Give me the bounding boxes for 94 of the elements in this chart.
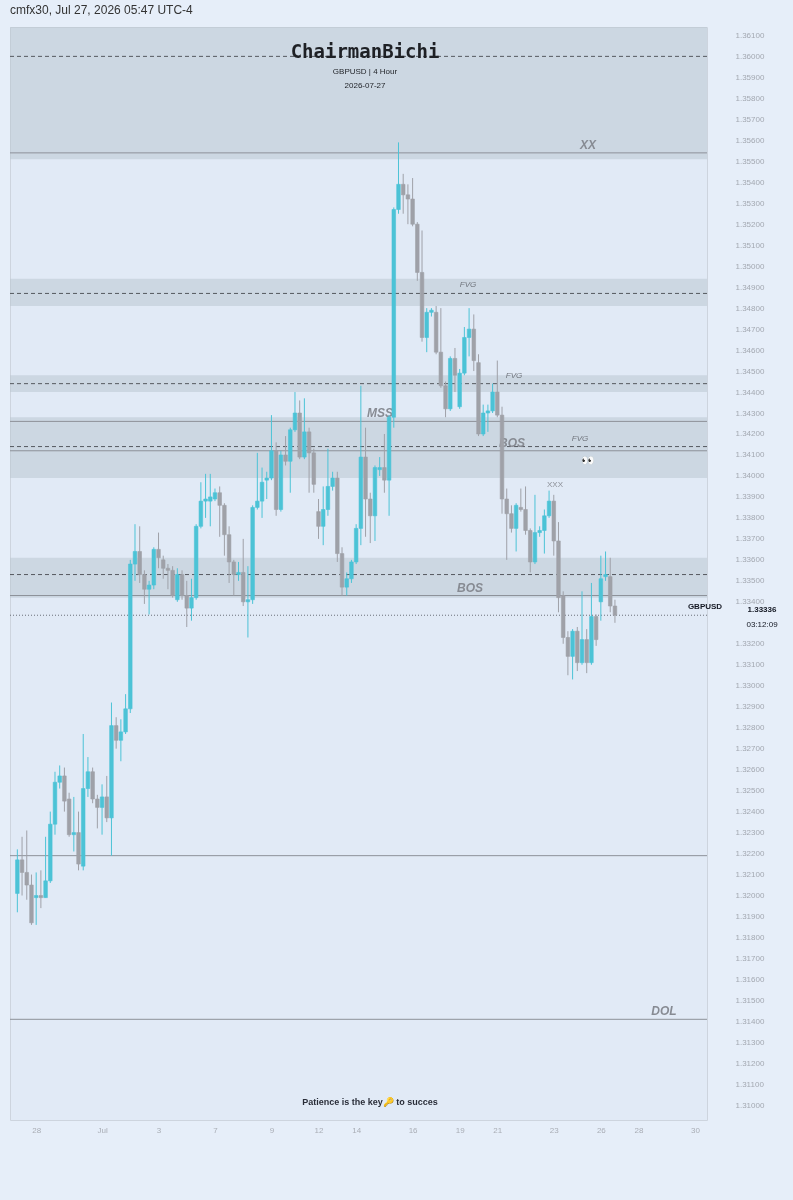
y-tick-label: 1.32900 (735, 702, 765, 712)
y-tick-label: 1.34000 (735, 471, 765, 481)
y-tick-label: 1.35900 (735, 72, 765, 82)
x-tick-label: 21 (493, 1125, 503, 1135)
candlestick (259, 467, 265, 519)
y-tick-label: 1.35100 (735, 240, 765, 250)
y-tick-label: 1.31100 (735, 1079, 765, 1089)
candlestick (71, 796, 76, 852)
y-tick-label: 1.32500 (735, 786, 765, 796)
text: GBPUSD | 4 Hour 2026-07-27 (332, 67, 398, 90)
y-tick-label: 1.33900 (735, 492, 765, 502)
y-tick-label: 1.31200 (735, 1058, 765, 1068)
y-tick-label: 1.33200 (735, 639, 765, 649)
candlestick (114, 716, 119, 750)
y-tick-label: 1.33400 (735, 597, 765, 607)
ref-line-label: FVG (571, 433, 589, 443)
y-tick-label: 1.31900 (735, 912, 765, 921)
candlestick (104, 775, 109, 823)
y-tick-label: 1.34700 (735, 324, 765, 334)
y-tick-label: 1.35700 (735, 114, 765, 124)
y-tick-label: 1.34500 (735, 366, 765, 376)
candlestick (316, 498, 321, 540)
y-tick-label: 1.31000 (735, 1100, 765, 1110)
y-tick-label: 1.33800 (735, 513, 765, 523)
y-tick-label: 1.34800 (735, 303, 765, 313)
y-tick-label: 1.34600 (735, 345, 765, 355)
y-tick-label: 1.31400 (735, 1016, 765, 1026)
candlestick (38, 869, 43, 909)
y-tick-label: 1.35800 (735, 93, 765, 103)
ref-line-label: DOL (651, 1004, 677, 1019)
y-tick-label: 1.31300 (735, 1037, 765, 1047)
candlestick (594, 613, 599, 647)
candlestick (481, 404, 486, 437)
y-tick-label: 1.32400 (735, 807, 765, 817)
candlestick (34, 871, 39, 926)
y-tick-label: 1.31700 (735, 953, 765, 963)
candlestick (99, 783, 105, 836)
text: 1.33336 (747, 605, 778, 614)
y-tick-label: 1.31600 (735, 974, 765, 984)
text: ChairmanBichi (290, 40, 440, 62)
ref-line-label: XX (578, 137, 597, 152)
candlestick (452, 347, 458, 393)
text: cmfx30, Jul 27, 2026 05:47 UTC-4 (10, 3, 194, 17)
y-tick-label: 1.32700 (735, 744, 765, 754)
y-tick-label: 1.31800 (735, 932, 765, 942)
y-tick-label: 1.32000 (735, 891, 765, 901)
candlestick (584, 628, 589, 674)
y-tick-label: 1.32800 (735, 723, 765, 733)
y-tick-label: 1.35500 (735, 156, 765, 166)
y-tick-label: 1.34900 (735, 282, 765, 292)
y-tick-label: 1.32300 (735, 828, 765, 838)
y-tick-label: 1.34400 (735, 387, 765, 397)
candlestick (514, 502, 519, 552)
y-tick-label: 1.35600 (735, 135, 765, 145)
y-tick-label: 1.33100 (735, 660, 765, 670)
candlestick (236, 561, 241, 582)
x-tick-label: Jul (97, 1125, 108, 1135)
x-tick-label: 14 (352, 1125, 362, 1135)
y-tick-label: 1.36000 (735, 51, 765, 61)
ref-line-label: GBPUSD (687, 602, 723, 612)
y-tick-label: 1.34300 (735, 408, 765, 418)
y-tick-label: 1.33000 (735, 681, 765, 691)
y-tick-label: 1.33700 (735, 534, 765, 544)
text: 03:12:09 (746, 620, 779, 629)
y-tick-label: 1.32100 (735, 870, 765, 880)
y-tick-label: 1.31500 (735, 995, 765, 1005)
y-tick-label: 1.33500 (735, 576, 765, 586)
candlestick (579, 590, 585, 666)
y-tick-label: 1.36100 (735, 30, 765, 40)
candlestick (306, 427, 312, 494)
y-tick-label: 1.35300 (735, 198, 765, 208)
candlestick (598, 555, 603, 622)
annotation: XXX (546, 480, 564, 489)
candlestick (156, 532, 161, 569)
x-tick-label: 16 (408, 1125, 419, 1135)
y-tick-label: 1.35200 (735, 219, 765, 229)
candlestick (382, 433, 387, 494)
y-tick-label: 1.34100 (735, 450, 765, 460)
ref-line-label: FVG (505, 370, 523, 380)
candlestick (603, 550, 608, 582)
y-tick-label: 1.35000 (735, 261, 765, 271)
y-tick-label: 1.35400 (735, 177, 765, 187)
y-tick-label: 1.32200 (735, 849, 765, 859)
y-tick-label: 1.33600 (735, 555, 765, 565)
x-tick-label: 28 (634, 1125, 644, 1135)
ref-line-label: FVG (459, 280, 477, 290)
y-tick-label: 1.34200 (735, 429, 765, 439)
ref-line-label: BOS (456, 580, 484, 595)
ref-line-label: MSS (366, 406, 394, 421)
y-tick-label: 1.32600 (735, 765, 765, 775)
candlestick (283, 435, 288, 466)
annotation: 👀 (581, 454, 595, 466)
annotation: Patience is the key🔑 to succes (302, 1096, 438, 1108)
x-tick-label: 28 (32, 1125, 42, 1135)
